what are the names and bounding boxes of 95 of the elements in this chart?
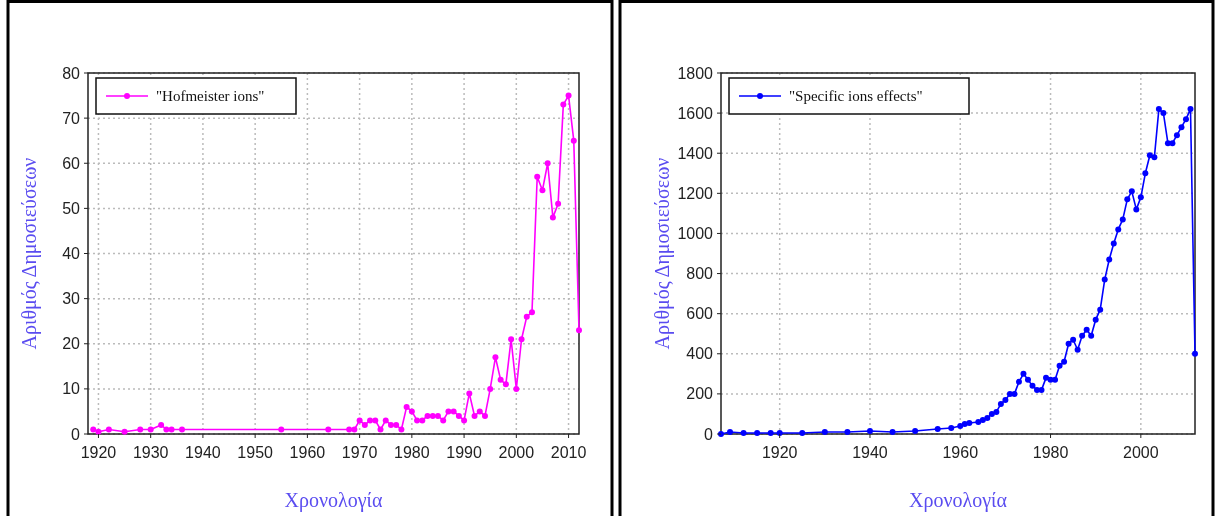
point xyxy=(445,408,452,415)
point xyxy=(481,412,488,419)
point xyxy=(121,428,128,435)
y-axis-title: Αριθμός Δημοσιεύσεων xyxy=(18,157,41,350)
point xyxy=(570,137,577,144)
point xyxy=(168,426,175,433)
point xyxy=(508,336,515,343)
point xyxy=(513,385,520,392)
x-tick-label: 1940 xyxy=(852,444,888,461)
point xyxy=(466,390,473,397)
x-tick-label: 2000 xyxy=(498,444,535,461)
point xyxy=(560,101,567,108)
y-tick-label: 1600 xyxy=(677,104,714,122)
point xyxy=(528,309,535,316)
x-tick-label: 1960 xyxy=(289,444,326,461)
y-tick-label: 1400 xyxy=(677,144,714,162)
y-tick-label: 0 xyxy=(71,425,81,443)
point xyxy=(455,412,462,419)
point xyxy=(518,336,525,343)
point xyxy=(95,428,102,435)
point xyxy=(487,385,494,392)
y-tick-label: 80 xyxy=(62,64,81,82)
y-axis-title: Αριθμός Δημοσιεύσεων xyxy=(651,157,674,350)
point xyxy=(419,417,426,424)
point xyxy=(361,421,368,428)
point xyxy=(398,426,405,433)
x-axis-title: Χρονολογία xyxy=(284,489,383,512)
y-tick-label: 200 xyxy=(686,385,714,403)
x-tick-label: 1970 xyxy=(341,444,378,461)
point xyxy=(476,408,483,415)
point xyxy=(565,92,572,99)
x-tick-label: 1990 xyxy=(446,444,482,461)
point xyxy=(450,408,457,415)
x-tick-label: 1920 xyxy=(80,444,117,461)
point xyxy=(387,421,394,428)
x-tick-label: 1960 xyxy=(942,444,979,461)
x-axis-title: Χρονολογία xyxy=(909,489,1008,512)
point xyxy=(351,426,358,433)
y-tick-label: 60 xyxy=(62,154,81,172)
y-tick-label: 40 xyxy=(62,245,81,263)
point xyxy=(393,421,400,428)
point xyxy=(429,412,436,419)
y-tick-label: 50 xyxy=(62,199,81,217)
point xyxy=(372,417,379,424)
x-tick-label: 1940 xyxy=(185,444,221,461)
point xyxy=(461,417,468,424)
y-tick-label: 1800 xyxy=(677,64,714,82)
legend-label: "Specific ions effects" xyxy=(789,88,923,105)
x-tick-label: 2000 xyxy=(1123,444,1159,461)
x-tick-label: 1920 xyxy=(761,444,798,461)
point xyxy=(471,412,478,419)
point xyxy=(163,426,170,433)
point xyxy=(325,426,332,433)
point xyxy=(137,426,144,433)
point xyxy=(90,426,97,433)
x-tick-label: 1950 xyxy=(237,444,274,461)
point xyxy=(502,381,509,388)
point xyxy=(440,417,447,424)
y-tick-label: 800 xyxy=(686,265,714,283)
point xyxy=(147,426,154,433)
point xyxy=(105,426,112,433)
point xyxy=(434,412,441,419)
point xyxy=(346,426,353,433)
point xyxy=(278,426,285,433)
point xyxy=(158,421,165,428)
point xyxy=(382,417,389,424)
point xyxy=(179,426,186,433)
point xyxy=(408,408,415,415)
point xyxy=(534,173,541,180)
y-tick-label: 0 xyxy=(704,425,714,443)
point xyxy=(424,412,431,419)
point xyxy=(544,160,551,167)
point xyxy=(523,313,530,320)
point xyxy=(576,327,582,334)
legend-label: "Hofmeister ions" xyxy=(156,88,265,105)
point xyxy=(492,354,499,361)
y-tick-label: 30 xyxy=(62,290,81,308)
y-tick-label: 400 xyxy=(686,345,714,363)
point xyxy=(377,426,384,433)
point xyxy=(539,187,546,194)
y-tick-label: 20 xyxy=(62,335,81,353)
y-tick-label: 10 xyxy=(62,380,81,398)
y-tick-label: 600 xyxy=(686,305,714,323)
y-tick-label: 1000 xyxy=(677,225,714,243)
point xyxy=(549,214,556,221)
x-tick-label: 2010 xyxy=(550,444,587,461)
x-tick-label: 1930 xyxy=(132,444,169,461)
point xyxy=(555,200,562,207)
y-tick-label: 70 xyxy=(62,109,81,127)
y-tick-label: 1200 xyxy=(677,184,714,202)
point xyxy=(497,376,504,383)
x-tick-label: 1980 xyxy=(1032,444,1069,461)
point xyxy=(403,403,410,410)
x-tick-label: 1980 xyxy=(394,444,430,461)
point xyxy=(356,417,363,424)
